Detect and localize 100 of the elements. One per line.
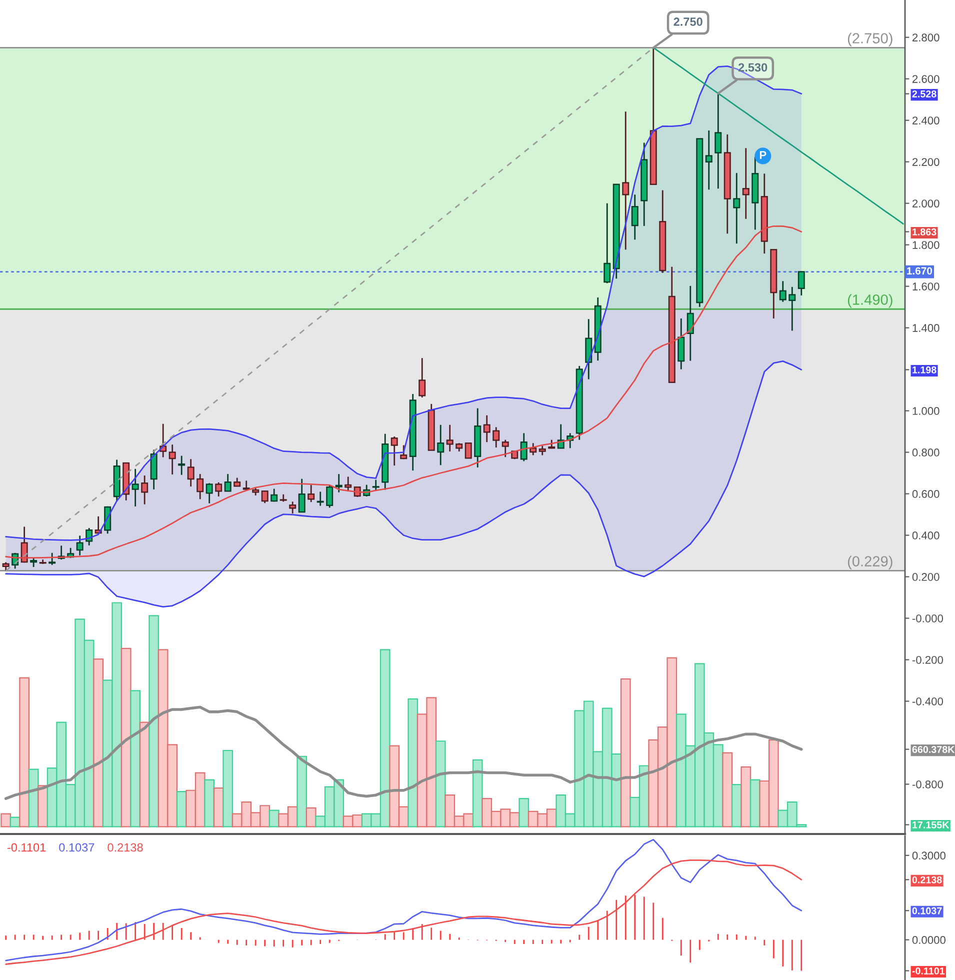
candlestick (178, 455, 186, 476)
y2-tick-label: 17.155K (912, 822, 950, 828)
y-tick-label: -0.200 (912, 656, 944, 664)
bar (518, 798, 530, 828)
candlestick (298, 478, 306, 513)
bar (740, 766, 752, 828)
y-tick-label: 1.600 (912, 282, 940, 290)
y-tick-label: 0.0000 (912, 936, 946, 944)
candlestick (788, 286, 796, 332)
candlestick (326, 484, 334, 508)
candlestick (437, 424, 444, 466)
annotation: 2.530 (738, 63, 768, 72)
bar (306, 807, 316, 828)
y-tick-label: 0.3000 (912, 852, 946, 860)
bar (296, 756, 308, 828)
candlestick (686, 285, 694, 362)
line-series (5, 360, 802, 608)
candlestick (464, 442, 472, 459)
bar (93, 658, 104, 828)
bar (435, 740, 446, 828)
ref-line-label: 1.670 (907, 267, 932, 275)
bar (268, 810, 280, 828)
y-tick-label: -0.800 (912, 780, 944, 788)
candlestick (585, 318, 592, 380)
candlestick (520, 432, 528, 462)
candlestick (344, 476, 352, 492)
bar (222, 750, 234, 828)
candlestick (187, 458, 194, 488)
candlestick (141, 474, 148, 506)
y-tick-label: 2.400 (912, 116, 940, 124)
bar (204, 779, 215, 828)
y-tick-label: 1.400 (912, 324, 940, 332)
text: 0.1037 (59, 843, 94, 852)
bar (408, 698, 418, 828)
ref-line-label: (0.229) (848, 556, 892, 570)
line-series (652, 47, 904, 225)
candlestick (714, 92, 722, 190)
candlestick (502, 439, 509, 458)
bar (472, 759, 483, 828)
ref-line-label: (2.750) (848, 32, 892, 46)
candlestick (622, 110, 630, 250)
candlestick (316, 490, 324, 506)
y-tick-label: 2.200 (912, 158, 940, 166)
candlestick (76, 534, 84, 556)
candlestick (224, 473, 232, 492)
candlestick (483, 414, 490, 443)
candlestick (289, 500, 296, 514)
candlestick (48, 552, 56, 566)
line-series (5, 838, 802, 962)
candlestick (390, 436, 398, 466)
candlestick (206, 482, 213, 504)
y-tick-label: 0.400 (912, 532, 940, 540)
candlestick (335, 473, 342, 494)
y-tick-label: 2.000 (912, 200, 940, 208)
bar (148, 615, 160, 828)
candlestick (631, 194, 638, 240)
candlestick (168, 444, 176, 476)
line-series (5, 859, 802, 965)
candlestick (270, 488, 278, 502)
candlestick (215, 482, 222, 498)
candlestick (372, 479, 380, 492)
annotation: P (760, 151, 766, 159)
candlestick (418, 357, 426, 398)
candlestick (742, 147, 750, 220)
y-tick-label: 0.200 (912, 573, 940, 581)
candlestick (308, 484, 315, 503)
candlestick (261, 490, 268, 504)
y-tick-label: 1.198 (912, 366, 936, 374)
y2-tick-label: 660.378K (912, 746, 955, 753)
y-tick-label: 2.600 (912, 75, 940, 83)
candlestick (733, 172, 740, 244)
y-tick-label: -0.400 (912, 697, 944, 706)
candlestick (538, 445, 546, 456)
candlestick (30, 557, 38, 568)
y-tick-label: -0.1101 (912, 967, 945, 974)
ref-line-label: (1.490) (848, 294, 892, 308)
candlestick (446, 424, 454, 452)
y-tick-label: 0.2138 (912, 876, 942, 884)
y-tick-label: 1.800 (912, 241, 940, 249)
candlestick (798, 271, 805, 296)
bar (0, 813, 12, 828)
candlestick (196, 473, 204, 500)
y-tick-label: 1.863 (912, 228, 936, 236)
candlestick (604, 202, 611, 284)
text: 0.2138 (108, 843, 143, 852)
annotation: 2.750 (674, 18, 702, 26)
y-tick-label: 1.000 (912, 407, 940, 415)
candlestick (779, 280, 786, 303)
bar (130, 690, 141, 828)
y-tick-label: 0.600 (912, 490, 940, 498)
y-tick-label: 2.528 (912, 90, 936, 98)
y-tick-label: 0.800 (912, 448, 940, 456)
candlestick (705, 130, 712, 190)
y-tick-label: -0.000 (912, 614, 944, 622)
y-tick-label: 2.800 (912, 34, 940, 42)
bar (620, 678, 631, 828)
candlestick (530, 442, 537, 456)
candlestick (400, 444, 408, 460)
candlestick (678, 318, 685, 370)
y-tick-label: 0.1037 (912, 907, 942, 914)
